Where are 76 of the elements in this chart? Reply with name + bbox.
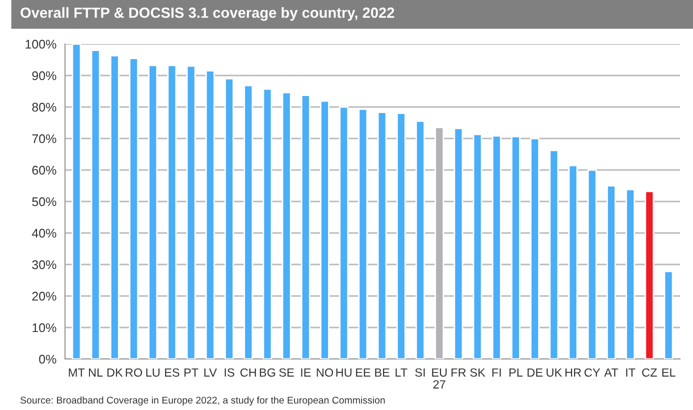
x-tick-label: EU 27 [432, 368, 447, 388]
bar [492, 135, 502, 359]
x-tick-label: CZ [642, 368, 657, 377]
y-tick-label: 70% [32, 134, 56, 144]
y-tick-label: 90% [32, 71, 56, 80]
x-tick-label: FI [492, 368, 501, 377]
bar [568, 164, 578, 359]
x-tick-label: SK [470, 368, 486, 377]
bar [110, 54, 120, 359]
bar [205, 70, 215, 359]
x-tick-label: BG [260, 368, 276, 377]
bar [644, 190, 654, 359]
bar [224, 78, 234, 359]
bar [511, 136, 520, 359]
y-tick-label: 50% [32, 197, 56, 206]
x-tick-label: MT [68, 368, 85, 377]
chart-title: Overall FTTP & DOCSIS 3.1 coverage by country, 2022 [20, 7, 394, 21]
bar [587, 169, 597, 359]
y-tick-label: 20% [32, 292, 56, 301]
y-tick-label: 80% [32, 102, 56, 112]
x-tick-label: DE [528, 368, 543, 377]
x-tick-label: HR [565, 368, 582, 377]
x-tick-label: NO [316, 368, 334, 377]
bar [320, 100, 330, 359]
bar [626, 188, 636, 359]
x-tick-label: SE [279, 368, 294, 377]
bar [549, 150, 559, 359]
x-tick-label: IT [626, 368, 636, 377]
x-tick-label: LT [396, 368, 408, 377]
bar [129, 58, 138, 359]
bar [454, 128, 464, 359]
x-tick-label: LU [146, 368, 160, 377]
bar [339, 106, 349, 359]
x-tick-label: IE [301, 368, 311, 377]
x-tick-label: DK [107, 368, 123, 377]
x-tick-label: FR [452, 368, 466, 377]
bar [262, 88, 272, 359]
x-tick-label: SI [415, 368, 425, 377]
bar [186, 65, 196, 359]
bar [472, 134, 482, 359]
x-tick-label: EL [662, 368, 676, 377]
x-tick-label: CH [240, 368, 256, 377]
x-tick-label: CY [584, 368, 600, 377]
bar [167, 64, 177, 359]
y-tick-label: 30% [32, 260, 56, 270]
x-tick-label: PL [509, 368, 523, 377]
bar [244, 84, 254, 359]
x-tick-label: AT [604, 368, 618, 377]
bar [664, 270, 674, 359]
bar [530, 138, 540, 359]
bar [300, 94, 310, 359]
y-tick-label: 60% [32, 166, 56, 175]
bar [416, 120, 425, 359]
x-tick-label: NL [88, 368, 103, 377]
x-tick-label: HU [336, 368, 352, 377]
bar [282, 92, 292, 359]
bar [606, 185, 616, 359]
y-tick-label: 10% [32, 323, 56, 332]
x-tick-label: PT [184, 368, 198, 377]
x-tick-label: UK [546, 368, 562, 377]
x-tick-label: LV [204, 368, 217, 377]
bar [148, 64, 158, 359]
x-tick-label: ES [165, 368, 180, 377]
y-tick-label: 0% [39, 354, 56, 364]
bar [396, 112, 406, 359]
source-note: Source: Broadband Coverage in Europe 2022, a study for the European Commission [20, 396, 385, 406]
x-tick-label: BE [375, 368, 390, 377]
bar [72, 44, 82, 359]
y-tick-label: 100% [26, 40, 56, 49]
x-tick-label: EE [356, 368, 370, 377]
bar [377, 112, 387, 359]
y-tick-label: 40% [32, 228, 56, 238]
x-tick-label: IS [224, 368, 234, 377]
bar [90, 50, 100, 359]
bar [358, 108, 368, 359]
x-tick-label: RO [126, 368, 142, 377]
